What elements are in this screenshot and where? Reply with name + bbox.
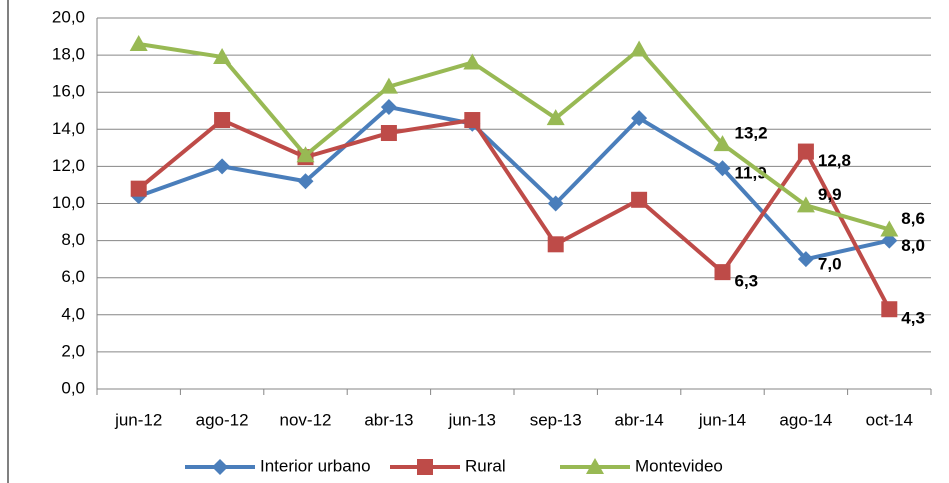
point-marker [880,220,899,237]
x-tick-label: sep-13 [530,410,582,429]
point-marker [714,160,731,177]
data-label: 13,2 [735,124,768,143]
point-marker [296,146,315,163]
point-marker [130,180,147,197]
x-tick-label: ago-12 [196,410,249,429]
point-marker [881,232,898,249]
point-marker [547,195,564,212]
data-label: 8,6 [901,209,925,228]
x-tick-label: abr-13 [364,410,413,429]
point-marker [129,34,148,51]
data-label: 6,3 [735,272,759,291]
x-tick-label: ago-14 [779,410,832,429]
legend-label: Rural [465,456,506,475]
point-marker [379,77,398,94]
point-marker [546,109,565,126]
data-label: 8,0 [901,236,925,255]
x-tick-label: jun-14 [698,410,746,429]
legend-label: Montevideo [635,456,723,475]
point-marker [797,251,814,268]
point-marker [214,112,231,129]
point-marker [631,191,648,208]
point-marker [631,110,648,127]
point-marker [547,236,564,253]
x-tick-label: abr-14 [615,410,664,429]
point-marker [464,112,481,129]
point-marker [630,40,649,57]
y-tick-label: 8,0 [61,230,85,249]
series-line [137,118,892,311]
y-tick-label: 16,0 [52,82,85,101]
y-tick-label: 10,0 [52,193,85,212]
point-marker [214,158,231,175]
y-tick-label: 4,0 [61,304,85,323]
y-tick-label: 2,0 [61,341,85,360]
y-tick-label: 14,0 [52,119,85,138]
point-marker [463,53,482,70]
legend-label: Interior urbano [260,456,371,475]
y-tick-label: 12,0 [52,156,85,175]
point-marker [380,99,397,116]
x-tick-label: nov-12 [280,410,332,429]
y-tick-label: 18,0 [52,45,85,64]
point-marker [796,196,815,213]
legend-marker [417,459,433,475]
x-tick-label: jun-13 [448,410,496,429]
point-marker [714,264,731,281]
point-marker [213,47,232,64]
data-label: 7,0 [818,255,842,274]
x-tick-label: jun-12 [114,410,162,429]
y-tick-label: 6,0 [61,267,85,286]
point-marker [797,143,814,160]
series-line [138,41,890,232]
legend-marker [586,458,604,474]
point-marker [713,135,732,152]
y-tick-label: 20,0 [52,7,85,26]
y-tick-label: 0,0 [61,378,85,397]
point-marker [297,173,314,190]
data-label: 12,8 [818,151,851,170]
data-label: 9,9 [818,185,842,204]
point-marker [881,301,898,318]
x-tick-label: oct-14 [866,410,913,429]
data-label: 4,3 [901,309,925,328]
legend-marker [212,459,228,475]
point-marker [380,125,397,142]
